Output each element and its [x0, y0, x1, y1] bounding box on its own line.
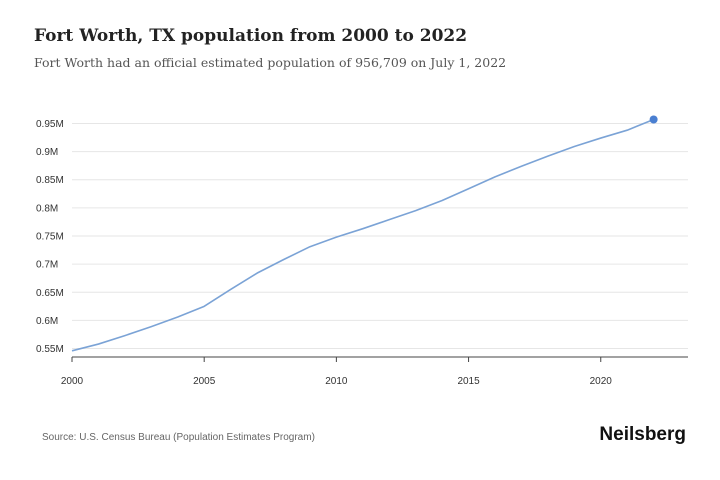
y-tick-label: 0.7M [36, 260, 58, 271]
grid-lines [72, 122, 688, 350]
x-tick-label: 2005 [193, 376, 216, 387]
source-note: Source: U.S. Census Bureau (Population E… [42, 432, 315, 443]
chart-subtitle: Fort Worth had an official estimated pop… [34, 55, 507, 70]
population-line [71, 118, 654, 352]
x-tick-label: 2010 [325, 376, 348, 387]
x-tick-label: 2015 [457, 376, 480, 387]
axes [71, 356, 688, 362]
chart-title: Fort Worth, TX population from 2000 to 2… [34, 26, 468, 46]
last-data-point [649, 115, 658, 124]
y-tick-label: 0.55M [36, 344, 64, 355]
y-tick-label: 0.95M [36, 119, 64, 130]
y-tick-label: 0.9M [36, 147, 58, 158]
y-tick-label: 0.8M [36, 203, 58, 214]
series-layer [71, 115, 658, 352]
x-tick-label: 2020 [590, 376, 613, 387]
x-tick-label: 2000 [61, 376, 84, 387]
y-tick-label: 0.65M [36, 288, 64, 299]
y-tick-label: 0.85M [36, 175, 64, 186]
y-tick-label: 0.6M [36, 316, 58, 327]
brand-logo: Neilsberg [599, 424, 686, 445]
tick-labels: 0.55M 0.6M 0.65M 0.7M 0.75M 0.8M 0.85M 0.9M 0.95… [36, 119, 612, 387]
y-tick-label: 0.75M [36, 232, 64, 243]
